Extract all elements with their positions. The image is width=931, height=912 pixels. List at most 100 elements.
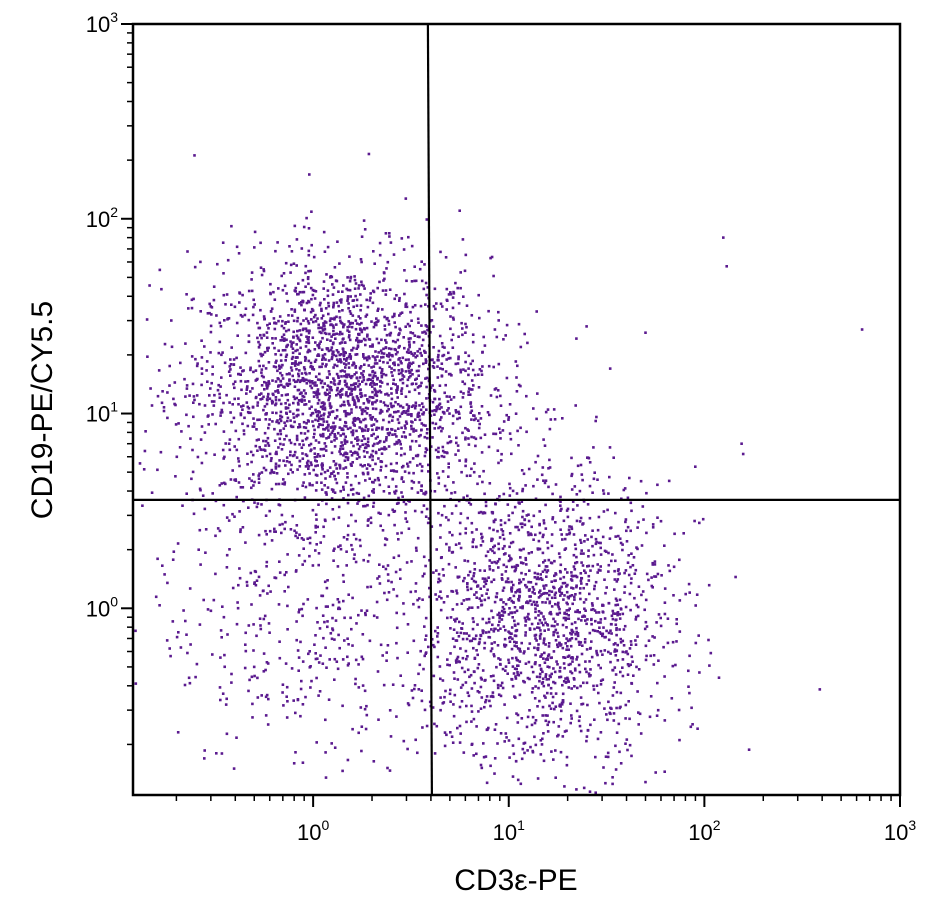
data-point — [420, 260, 423, 263]
data-point — [262, 269, 266, 273]
data-point — [371, 379, 374, 383]
data-point — [218, 396, 222, 399]
data-point — [380, 452, 384, 455]
data-point — [587, 672, 591, 675]
data-point — [394, 429, 397, 433]
data-point — [569, 662, 572, 666]
data-point — [489, 394, 493, 397]
data-point — [356, 344, 360, 347]
data-point — [337, 633, 340, 637]
data-point — [276, 377, 280, 380]
data-point — [636, 690, 639, 693]
data-point — [199, 563, 202, 566]
data-point — [443, 451, 446, 454]
data-point — [281, 319, 284, 323]
data-point — [438, 334, 442, 338]
data-point — [379, 524, 382, 528]
data-point — [482, 469, 485, 473]
data-point — [427, 517, 431, 520]
data-point — [257, 533, 261, 537]
data-point — [574, 610, 577, 614]
data-point — [335, 279, 339, 283]
data-point — [254, 379, 258, 382]
data-point — [346, 476, 349, 479]
data-point — [406, 465, 410, 468]
data-point — [237, 457, 240, 460]
data-point — [510, 452, 513, 456]
data-point — [398, 568, 402, 571]
data-point — [599, 666, 602, 670]
data-point — [586, 618, 589, 621]
data-point — [354, 537, 358, 541]
data-point — [618, 628, 621, 631]
data-point — [366, 429, 369, 432]
data-point — [292, 341, 295, 344]
data-point — [595, 649, 598, 653]
data-point — [511, 511, 514, 515]
data-point — [314, 375, 318, 378]
data-point — [541, 677, 545, 681]
data-point — [352, 417, 356, 421]
data-point — [366, 471, 370, 474]
data-point — [326, 245, 330, 249]
data-point — [228, 448, 232, 452]
data-point — [346, 299, 349, 302]
data-point — [559, 528, 562, 531]
data-point — [500, 609, 504, 613]
data-point — [497, 547, 501, 551]
data-point — [416, 491, 420, 494]
data-point — [472, 384, 475, 387]
data-point — [588, 647, 592, 650]
data-point — [285, 460, 289, 463]
data-point — [423, 263, 426, 266]
data-point — [640, 593, 643, 597]
data-point — [498, 616, 501, 620]
data-point — [259, 624, 262, 627]
data-point — [192, 401, 195, 404]
data-point — [488, 559, 492, 562]
data-point — [185, 492, 188, 495]
data-point — [308, 554, 311, 558]
data-point — [374, 400, 377, 404]
data-point — [299, 431, 303, 435]
data-point — [353, 401, 357, 405]
data-point — [524, 620, 528, 623]
data-point — [384, 232, 388, 235]
data-point — [252, 417, 255, 420]
data-point — [268, 397, 272, 400]
data-point — [624, 569, 628, 572]
data-point — [627, 554, 630, 557]
data-point — [360, 321, 363, 325]
data-point — [544, 673, 548, 676]
data-point — [558, 666, 562, 669]
data-point — [354, 474, 357, 478]
data-point — [641, 590, 645, 593]
data-point — [279, 432, 283, 436]
data-point — [675, 618, 678, 621]
data-point — [344, 363, 348, 366]
data-point — [168, 384, 171, 387]
data-point — [418, 267, 422, 271]
data-point — [360, 235, 364, 238]
data-point — [192, 297, 195, 301]
data-point — [258, 445, 261, 449]
data-point — [674, 663, 677, 667]
data-point — [435, 598, 439, 601]
data-point — [650, 576, 653, 579]
data-point — [290, 362, 294, 365]
data-point — [298, 533, 301, 536]
data-point — [370, 424, 373, 427]
data-point — [473, 373, 477, 377]
data-point — [493, 772, 496, 775]
data-point — [450, 338, 453, 342]
data-point — [274, 365, 278, 369]
data-point — [537, 622, 540, 625]
data-point — [671, 664, 675, 668]
data-point — [423, 435, 427, 439]
data-point — [488, 413, 491, 417]
data-point — [274, 403, 277, 407]
data-point — [309, 310, 313, 314]
data-point — [238, 567, 241, 570]
data-point — [211, 365, 214, 368]
data-point — [418, 663, 422, 667]
